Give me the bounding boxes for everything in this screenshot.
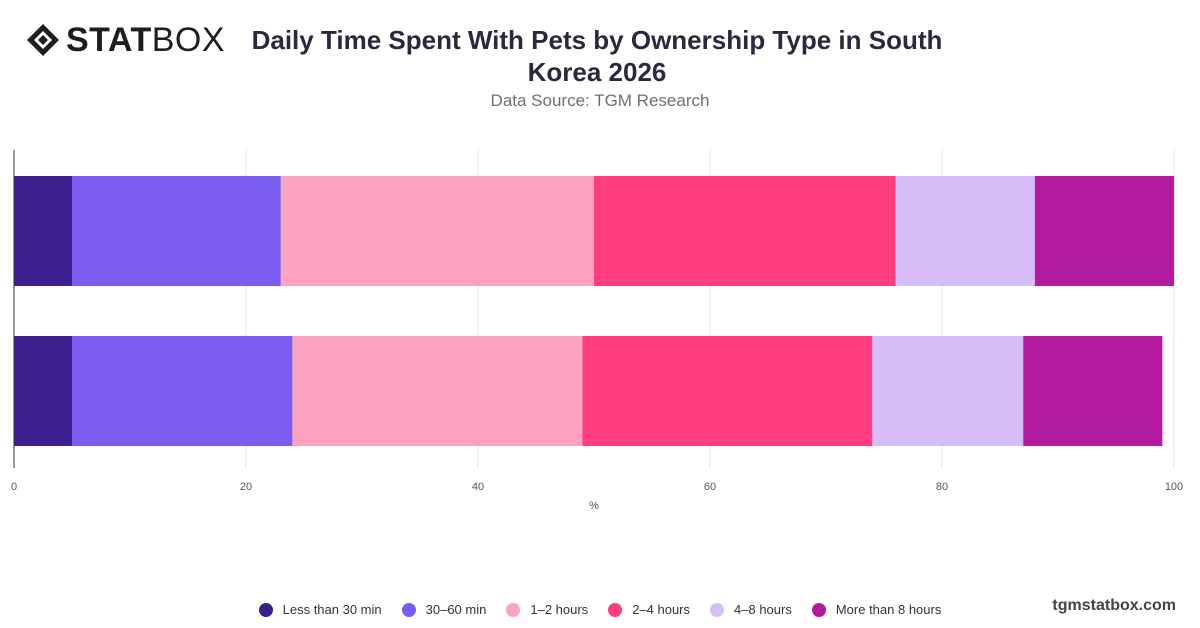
legend-item[interactable]: 1–2 hours [506, 602, 588, 617]
legend-item[interactable]: Less than 30 min [258, 602, 382, 617]
bars [14, 176, 1174, 446]
tick-labels: 0 20 40 60 80 100 [11, 481, 1183, 493]
legend-label: 2–4 hours [632, 602, 691, 617]
legend-swatch-icon [506, 602, 521, 617]
logo-text-bold: STAT [66, 21, 152, 59]
x-tick-label-0: 0 [11, 481, 17, 493]
statbox-logo-icon [27, 24, 59, 56]
chart-subtitle: Data Source: TGM Research [490, 91, 710, 110]
x-tick-label-60: 60 [704, 481, 716, 493]
legend-label: Less than 30 min [282, 602, 382, 617]
bar-segment-2-2 [72, 336, 293, 446]
bar-segment-1-4 [594, 176, 896, 286]
x-axis-label: % [589, 500, 599, 512]
bar-segment-2-4 [582, 336, 873, 446]
legend-item[interactable]: 30–60 min [401, 602, 487, 617]
bar-segment-2-1 [14, 336, 72, 446]
legend-swatch-icon [608, 602, 623, 617]
legend-swatch-icon [710, 602, 725, 617]
bar-segment-1-3 [280, 176, 594, 286]
bar-segment-1-5 [895, 176, 1035, 286]
x-tick-label-40: 40 [472, 481, 484, 493]
legend-swatch-icon [401, 602, 416, 617]
x-tick-label-100: 100 [1165, 481, 1183, 493]
brand-footer: tgmstatbox.com [1052, 597, 1176, 614]
legend-label: 1–2 hours [530, 602, 589, 617]
x-tick-label-80: 80 [936, 481, 948, 493]
legend-label: 30–60 min [425, 602, 487, 617]
bar-segment-1-1 [14, 176, 72, 286]
legend-label: More than 8 hours [835, 602, 942, 617]
bar-segment-1-6 [1034, 176, 1174, 286]
x-tick-label-20: 20 [240, 481, 252, 493]
logo-text: STATBOX [66, 22, 225, 58]
bar-segment-2-5 [872, 336, 1024, 446]
bar-segment-2-6 [1023, 336, 1163, 446]
bar-segment-2-3 [292, 336, 583, 446]
logo-text-light: BOX [151, 21, 226, 59]
legend-swatch-icon [811, 602, 826, 617]
legend-label: 4–8 hours [734, 602, 792, 617]
legend-item[interactable]: More than 8 hours [811, 602, 942, 617]
chart-title: Daily Time Spent With Pets by Ownership … [251, 25, 943, 87]
legend-item[interactable]: 4–8 hours [710, 602, 792, 617]
legend-item[interactable]: 2–4 hours [608, 602, 690, 617]
legend: Less than 30 min 30–60 min 1–2 hours 2–4 ho… [0, 602, 1200, 617]
bar-segment-1-2 [72, 176, 281, 286]
logo: STATBOX [26, 22, 225, 58]
legend-swatch-icon [258, 602, 273, 617]
